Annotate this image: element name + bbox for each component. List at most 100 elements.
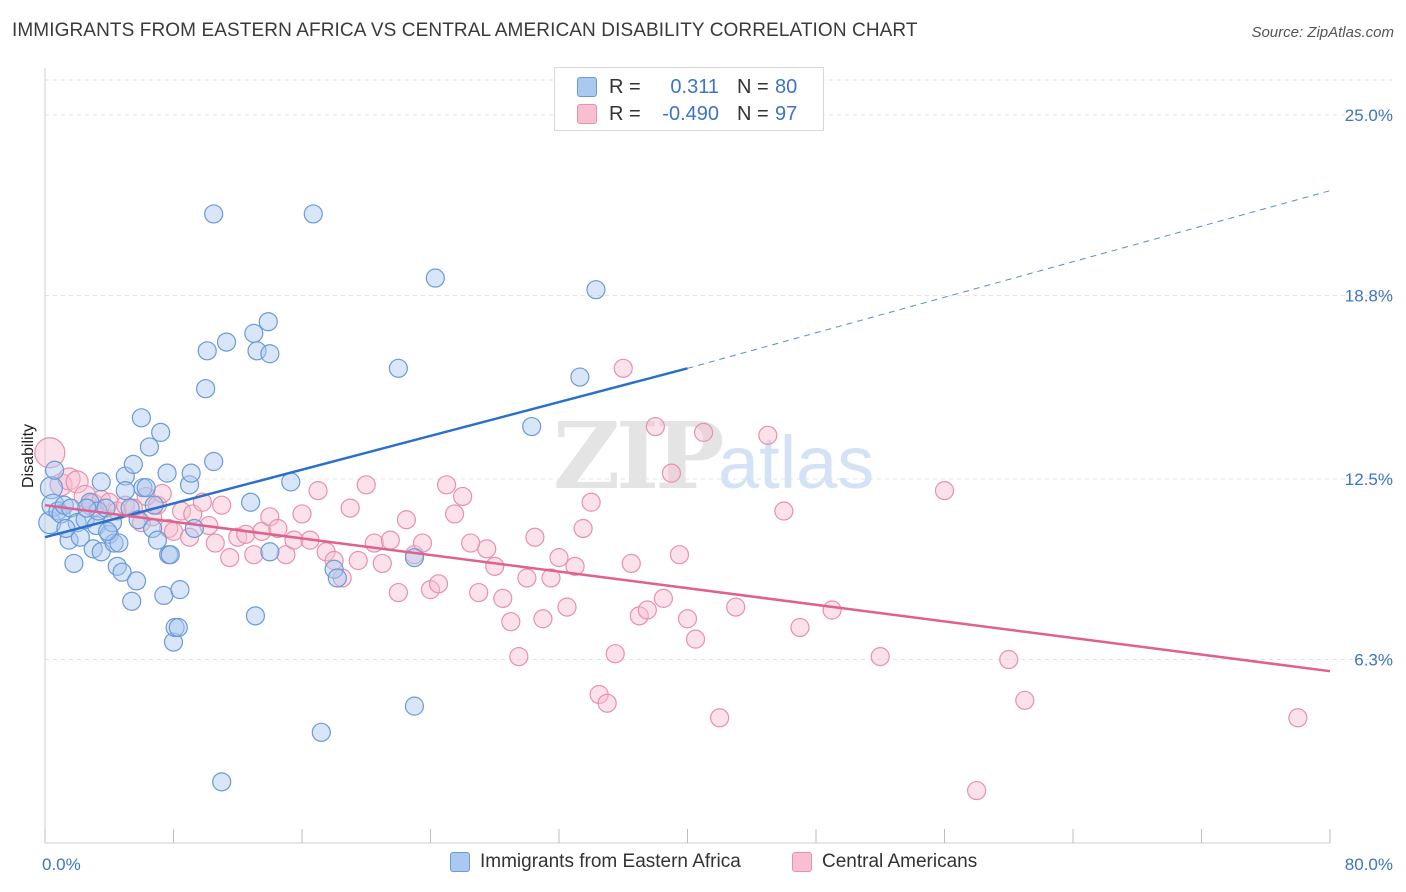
data-point-central-americans: [758, 425, 778, 445]
data-point-central-americans: [163, 521, 184, 541]
data-point-central-americans: [284, 530, 304, 550]
data-point-central-americans: [669, 545, 690, 565]
data-point-eastern-africa: [281, 472, 301, 492]
x-tick-label: 80.0%: [1345, 855, 1393, 874]
data-point-central-americans: [212, 495, 232, 515]
legend: R = 0.311 N = 80 R = -0.490 N = 97: [554, 67, 824, 131]
bottom-legend-central-americans: Central Americans: [792, 851, 977, 873]
data-point-central-americans: [822, 600, 842, 620]
data-point-eastern-africa: [122, 591, 142, 611]
data-point-eastern-africa: [311, 722, 331, 742]
data-point-central-americans: [525, 527, 545, 547]
data-point-eastern-africa: [123, 454, 143, 475]
data-point-central-americans: [308, 481, 328, 501]
data-point-eastern-africa: [115, 481, 135, 501]
data-point-central-americans: [653, 588, 674, 608]
trend-line-eastern-africa-extension: [687, 190, 1331, 369]
data-point-eastern-africa: [570, 367, 590, 387]
data-point-eastern-africa: [170, 580, 190, 600]
data-point-central-americans: [493, 588, 513, 608]
data-point-eastern-africa: [147, 530, 168, 550]
data-point-central-americans: [396, 510, 417, 530]
data-point-central-americans: [573, 518, 593, 539]
x-tick-labels: 0.0% 80.0%: [42, 855, 1393, 874]
y-tick-labels: 6.3% 12.5% 18.8% 25.0%: [1345, 106, 1393, 670]
data-point-central-americans: [1015, 690, 1035, 710]
bottom-legend-swatch-pink: [792, 852, 812, 872]
legend-r-label: R =: [609, 102, 641, 125]
data-point-eastern-africa: [77, 498, 97, 518]
legend-r-label: R =: [609, 75, 641, 98]
data-point-eastern-africa: [184, 518, 204, 539]
legend-row-eastern-africa: R = 0.311 N = 80: [577, 74, 805, 100]
data-point-eastern-africa: [197, 341, 217, 361]
data-point-central-americans: [999, 649, 1019, 670]
data-point-central-americans: [661, 463, 682, 483]
data-point-central-americans: [549, 548, 569, 568]
data-point-central-americans: [726, 597, 746, 617]
data-point-central-americans: [621, 553, 641, 574]
data-point-eastern-africa: [39, 476, 64, 500]
data-point-eastern-africa: [136, 478, 156, 498]
watermark-zip: ZIP: [553, 402, 722, 510]
data-point-central-americans: [557, 597, 577, 617]
legend-r-value: 0.311: [670, 75, 719, 98]
data-point-eastern-africa: [91, 472, 111, 492]
data-point-central-americans: [461, 533, 481, 553]
watermark: ZIP atlas: [553, 402, 874, 510]
bottom-legend-label: Immigrants from Eastern Africa: [480, 851, 741, 872]
data-point-central-americans: [372, 553, 392, 574]
data-point-eastern-africa: [163, 632, 184, 652]
central-americans-points: [34, 358, 1308, 801]
bottom-legend-label: Central Americans: [822, 851, 978, 872]
bottom-legend-eastern-africa: Immigrants from Eastern Africa: [450, 851, 741, 873]
data-point-central-americans: [276, 545, 296, 565]
legend-n-label: N =: [737, 102, 769, 125]
data-point-eastern-africa: [154, 585, 174, 606]
data-point-central-americans: [356, 475, 376, 495]
y-tick-label: 25.0%: [1345, 106, 1393, 125]
legend-n-value: 80: [775, 75, 798, 98]
data-point-eastern-africa: [112, 562, 132, 582]
data-point-eastern-africa: [260, 344, 280, 364]
data-point-eastern-africa: [98, 521, 118, 541]
data-point-eastern-africa: [212, 772, 232, 792]
data-point-eastern-africa: [104, 533, 124, 553]
data-point-central-americans: [613, 358, 633, 378]
axes: [44, 68, 1331, 844]
data-point-central-americans: [934, 481, 955, 501]
data-point-eastern-africa: [64, 553, 84, 574]
data-point-eastern-africa: [196, 379, 216, 399]
legend-r-value: -0.490: [662, 102, 719, 125]
data-point-central-americans: [485, 556, 505, 576]
data-point-central-americans: [477, 539, 497, 559]
data-point-eastern-africa: [151, 422, 171, 442]
data-point-central-americans: [693, 422, 714, 442]
data-point-eastern-africa: [131, 408, 151, 428]
data-point-central-americans: [685, 629, 706, 649]
data-point-central-americans: [677, 609, 698, 629]
legend-n-label: N =: [737, 75, 769, 98]
data-point-central-americans: [509, 647, 529, 667]
data-point-central-americans: [597, 693, 617, 713]
data-point-eastern-africa: [522, 416, 542, 437]
legend-n-value: 97: [775, 102, 798, 125]
trend-line-central-americans: [44, 503, 1331, 673]
data-point-eastern-africa: [56, 518, 76, 539]
data-point-central-americans: [645, 416, 665, 437]
data-point-central-americans: [581, 492, 601, 512]
data-point-central-americans: [501, 612, 521, 632]
data-point-eastern-africa: [181, 463, 201, 483]
data-point-eastern-africa: [258, 312, 278, 332]
chart-source: Source: ZipAtlas.com: [1251, 24, 1394, 41]
data-point-eastern-africa: [586, 280, 606, 300]
bottom-legend-swatch-blue: [450, 852, 470, 872]
data-point-eastern-africa: [303, 204, 323, 224]
data-point-eastern-africa: [327, 568, 347, 588]
x-tick-label: 0.0%: [42, 855, 81, 874]
legend-row-central-americans: R = -0.490 N = 97: [577, 101, 805, 127]
data-point-eastern-africa: [144, 495, 164, 515]
data-point-eastern-africa: [244, 323, 264, 343]
data-point-central-americans: [236, 524, 256, 544]
